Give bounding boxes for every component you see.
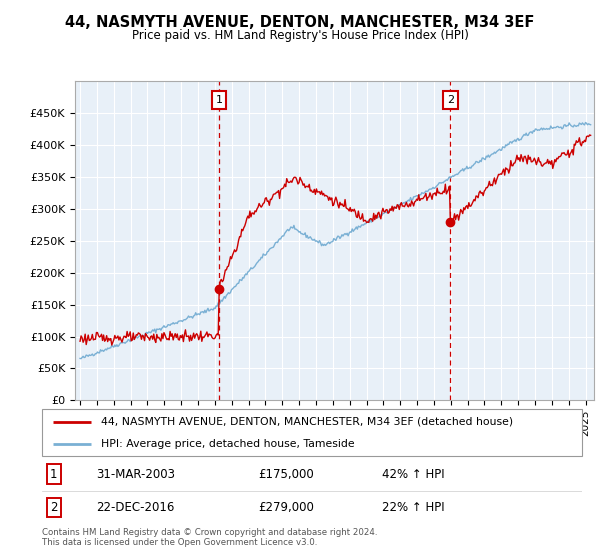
Text: 2: 2 (50, 501, 58, 514)
Text: 2: 2 (447, 95, 454, 105)
Text: 44, NASMYTH AVENUE, DENTON, MANCHESTER, M34 3EF: 44, NASMYTH AVENUE, DENTON, MANCHESTER, … (65, 15, 535, 30)
FancyBboxPatch shape (42, 409, 582, 456)
Text: 31-MAR-2003: 31-MAR-2003 (96, 468, 175, 480)
Text: £175,000: £175,000 (258, 468, 314, 480)
Text: 22-DEC-2016: 22-DEC-2016 (96, 501, 175, 514)
Text: Price paid vs. HM Land Registry's House Price Index (HPI): Price paid vs. HM Land Registry's House … (131, 29, 469, 42)
Text: £279,000: £279,000 (258, 501, 314, 514)
Text: 1: 1 (215, 95, 223, 105)
Text: 22% ↑ HPI: 22% ↑ HPI (382, 501, 445, 514)
Text: 1: 1 (50, 468, 58, 480)
Text: HPI: Average price, detached house, Tameside: HPI: Average price, detached house, Tame… (101, 438, 355, 449)
Text: 42% ↑ HPI: 42% ↑ HPI (382, 468, 445, 480)
Text: Contains HM Land Registry data © Crown copyright and database right 2024.
This d: Contains HM Land Registry data © Crown c… (42, 528, 377, 548)
Text: 44, NASMYTH AVENUE, DENTON, MANCHESTER, M34 3EF (detached house): 44, NASMYTH AVENUE, DENTON, MANCHESTER, … (101, 417, 514, 427)
